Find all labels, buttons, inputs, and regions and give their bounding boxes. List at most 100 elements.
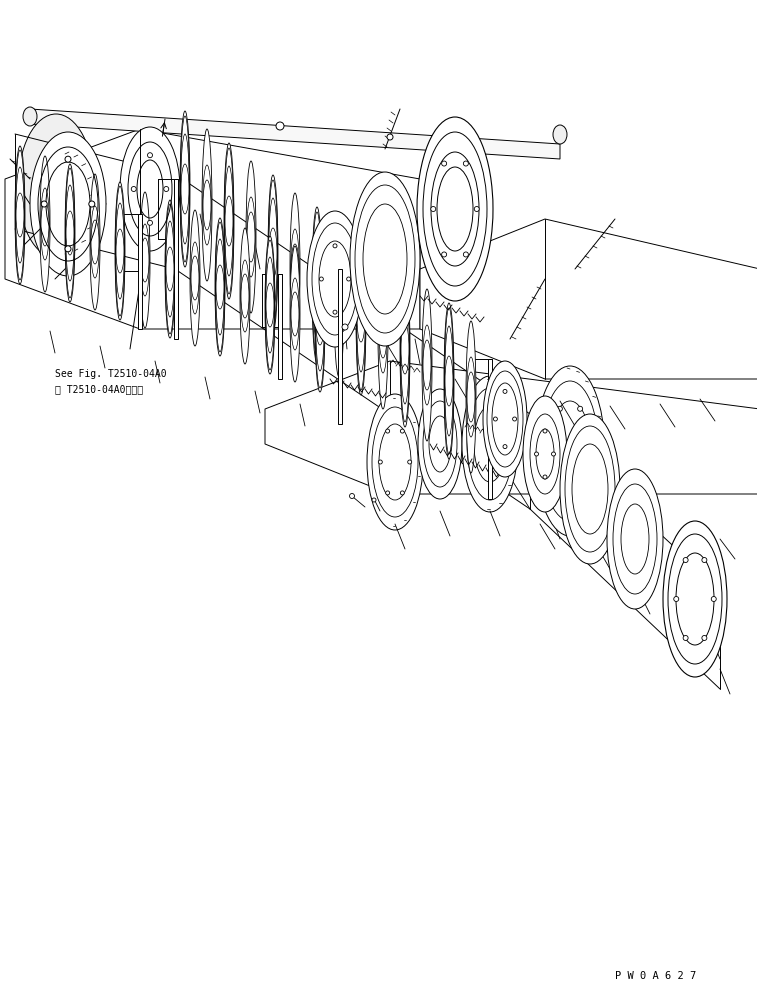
Circle shape: [463, 161, 469, 166]
Text: P W 0 A 6 2 7: P W 0 A 6 2 7: [615, 971, 696, 981]
Circle shape: [512, 417, 516, 421]
Circle shape: [319, 277, 323, 281]
Circle shape: [543, 429, 547, 433]
Ellipse shape: [224, 143, 234, 299]
Ellipse shape: [356, 239, 366, 395]
Circle shape: [543, 475, 547, 479]
Circle shape: [683, 557, 688, 562]
Ellipse shape: [417, 117, 493, 301]
Circle shape: [712, 596, 716, 601]
Ellipse shape: [535, 366, 605, 536]
Circle shape: [557, 491, 562, 496]
Ellipse shape: [30, 132, 106, 276]
Ellipse shape: [190, 210, 200, 346]
Circle shape: [552, 452, 556, 456]
Circle shape: [441, 252, 447, 257]
Ellipse shape: [90, 174, 100, 310]
Ellipse shape: [553, 125, 567, 144]
Ellipse shape: [246, 161, 256, 313]
Circle shape: [400, 430, 404, 434]
Circle shape: [385, 430, 390, 434]
Circle shape: [431, 207, 436, 212]
Circle shape: [333, 244, 337, 248]
Circle shape: [131, 187, 136, 192]
Ellipse shape: [334, 225, 344, 377]
Circle shape: [148, 221, 152, 226]
Polygon shape: [15, 134, 720, 689]
Polygon shape: [5, 129, 420, 329]
Ellipse shape: [140, 192, 150, 328]
Ellipse shape: [466, 321, 476, 473]
Polygon shape: [265, 361, 757, 494]
Circle shape: [587, 449, 593, 454]
Polygon shape: [338, 269, 342, 424]
Ellipse shape: [444, 303, 454, 459]
Ellipse shape: [290, 193, 300, 345]
Polygon shape: [278, 274, 282, 379]
Ellipse shape: [268, 175, 278, 331]
Circle shape: [702, 635, 707, 640]
Ellipse shape: [367, 394, 423, 530]
Polygon shape: [420, 219, 757, 379]
Ellipse shape: [115, 182, 125, 320]
Ellipse shape: [202, 129, 212, 281]
Circle shape: [547, 449, 553, 454]
Circle shape: [702, 557, 707, 562]
Circle shape: [400, 491, 404, 495]
Circle shape: [507, 456, 513, 462]
Ellipse shape: [378, 257, 388, 409]
Circle shape: [65, 156, 71, 162]
Circle shape: [347, 277, 350, 281]
Ellipse shape: [120, 127, 180, 251]
Circle shape: [276, 122, 284, 130]
Polygon shape: [488, 359, 492, 499]
Circle shape: [333, 310, 337, 314]
Circle shape: [537, 469, 543, 475]
Circle shape: [503, 445, 507, 449]
Circle shape: [474, 207, 479, 212]
Circle shape: [463, 252, 469, 257]
Circle shape: [387, 134, 393, 140]
Polygon shape: [138, 214, 142, 329]
Text: See Fig. T2510-04A0: See Fig. T2510-04A0: [55, 369, 167, 379]
Circle shape: [41, 201, 47, 207]
Ellipse shape: [65, 164, 75, 302]
Ellipse shape: [23, 107, 37, 126]
Circle shape: [578, 491, 583, 496]
Ellipse shape: [215, 218, 225, 356]
Ellipse shape: [400, 271, 410, 427]
Circle shape: [65, 246, 71, 252]
Ellipse shape: [40, 156, 50, 292]
Circle shape: [534, 452, 538, 456]
Circle shape: [89, 201, 95, 207]
Ellipse shape: [290, 246, 300, 382]
Circle shape: [494, 417, 497, 421]
Circle shape: [342, 324, 348, 330]
Ellipse shape: [180, 111, 190, 267]
Circle shape: [441, 161, 447, 166]
Circle shape: [164, 187, 169, 192]
Ellipse shape: [607, 469, 663, 609]
Ellipse shape: [315, 254, 325, 392]
Ellipse shape: [663, 521, 727, 677]
Ellipse shape: [483, 361, 527, 477]
Polygon shape: [30, 109, 560, 159]
Circle shape: [683, 635, 688, 640]
Ellipse shape: [462, 376, 518, 512]
Ellipse shape: [240, 228, 250, 364]
Circle shape: [350, 494, 354, 499]
Ellipse shape: [307, 211, 363, 347]
Circle shape: [385, 491, 390, 495]
Ellipse shape: [422, 289, 432, 441]
Text: 第 T2510-04A0図参照: 第 T2510-04A0図参照: [55, 384, 143, 394]
Ellipse shape: [312, 207, 322, 363]
Ellipse shape: [15, 146, 25, 284]
Circle shape: [372, 498, 376, 502]
Circle shape: [408, 460, 412, 464]
Polygon shape: [174, 179, 178, 339]
Ellipse shape: [418, 389, 462, 499]
Circle shape: [503, 390, 507, 394]
Ellipse shape: [350, 172, 420, 346]
Circle shape: [578, 407, 583, 412]
Ellipse shape: [165, 200, 175, 338]
